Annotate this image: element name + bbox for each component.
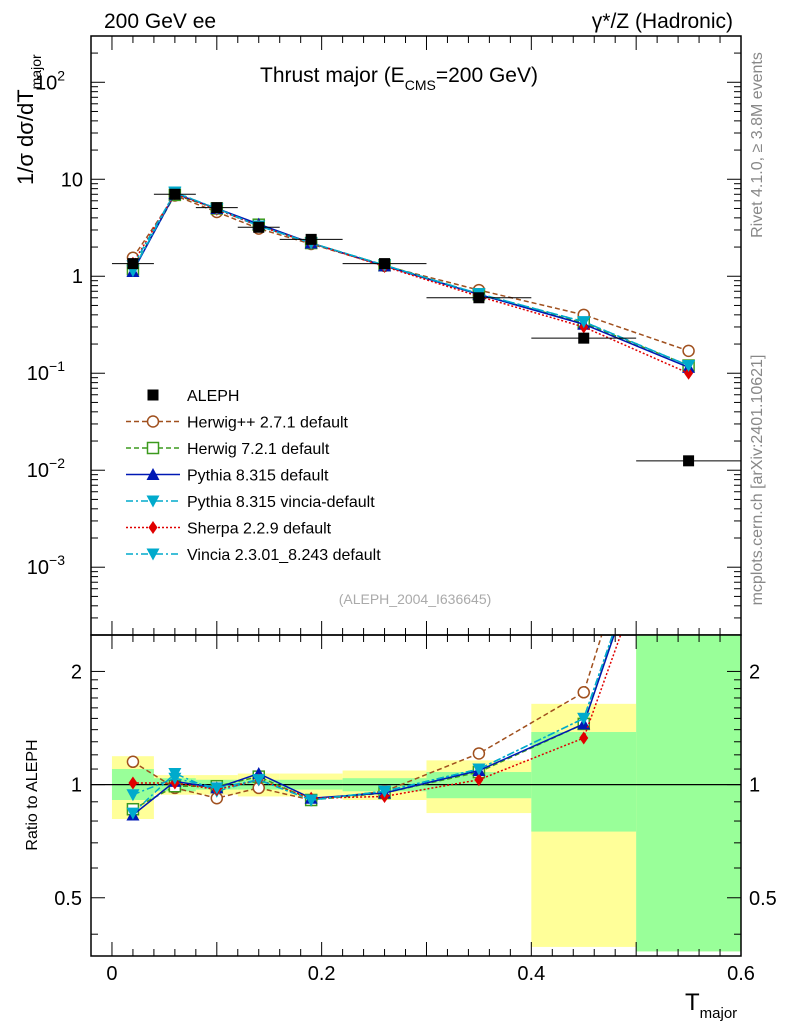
- ratio-series-point: [126, 807, 140, 820]
- legend-label: Vincia 2.3.01_8.243 default: [187, 547, 381, 564]
- ratio-y-tick-label: 2: [71, 661, 82, 683]
- legend-label: Sherpa 2.2.9 default: [187, 521, 332, 538]
- x-tick-label: 0: [106, 963, 117, 985]
- ratio-y-tick-label-right: 2: [749, 661, 760, 683]
- main-x-ticks: [111, 36, 742, 635]
- ratio-series-point: [126, 789, 140, 802]
- main-y-tick-label: 10−3: [27, 552, 65, 579]
- data-point: [305, 233, 317, 245]
- main-y-axis: 102 10 1 10−1 10−2 10−3: [27, 35, 741, 636]
- ratio-y-tick-label: 0.5: [54, 888, 82, 910]
- ratio-series-point: [128, 776, 138, 790]
- ratio-series-point: [577, 712, 591, 725]
- data-point: [473, 292, 485, 304]
- rivet-label: Rivet 4.1.0, ≥ 3.8M events: [749, 52, 766, 238]
- main-y-tick-label: 102: [35, 67, 65, 94]
- ratio-series-inner: [126, 635, 622, 821]
- ratio-series-point: [474, 773, 484, 787]
- data-point: [169, 188, 181, 200]
- main-series-line: [132, 193, 689, 367]
- data-point: [578, 332, 590, 344]
- ratio-series-point: [304, 794, 318, 807]
- legend-marker: [146, 548, 160, 561]
- ratio-series-point: [252, 774, 266, 787]
- ratio-series-point: [168, 772, 182, 785]
- main-y-tick-label: 1: [72, 266, 83, 288]
- main-data-group: [111, 188, 741, 467]
- legend-marker: [146, 441, 160, 455]
- legend-marker: [146, 495, 160, 508]
- main-y-tick-label: 10: [61, 169, 83, 191]
- legend-label: Herwig 7.2.1 default: [187, 441, 330, 458]
- ratio-y-label: Ratio to ALEPH: [24, 739, 41, 850]
- main-y-label: 1/σ dσ/dTmajor: [13, 54, 44, 185]
- ratio-y-tick-label-right: 1: [749, 775, 760, 797]
- ratio-series-point: [126, 755, 140, 769]
- main-series-line: [132, 192, 689, 369]
- ratio-frame: [90, 634, 742, 957]
- ratio-series-point: [472, 747, 486, 760]
- ratio-series-point: [378, 785, 392, 798]
- x-axis-label: Tmajor: [685, 989, 737, 1022]
- data-point: [253, 221, 265, 233]
- header-left: 200 GeV ee: [104, 10, 216, 33]
- ratio-series-point: [472, 763, 486, 776]
- ratio-series-point: [579, 731, 589, 745]
- legend-marker: [146, 415, 160, 428]
- main-series-line: [132, 190, 689, 367]
- ratio-series-point: [210, 782, 224, 795]
- data-point: [211, 202, 223, 214]
- x-tick-label: 0.6: [727, 963, 755, 985]
- legend-marker: [148, 521, 158, 534]
- main-series-point: [684, 366, 694, 380]
- x-tick-label: 0.2: [308, 963, 336, 985]
- main-series-point: [577, 316, 591, 329]
- legend-label: Herwig++ 2.7.1 default: [187, 415, 349, 432]
- ratio-series-line: [132, 635, 622, 799]
- x-tick-label: 0.4: [517, 963, 545, 985]
- ratio-y-tick-label: 1: [71, 775, 82, 797]
- main-series-point: [682, 360, 696, 373]
- analysis-watermark: (ALEPH_2004_I636645): [339, 591, 492, 607]
- data-point: [127, 258, 139, 270]
- data-point: [683, 455, 695, 467]
- legend-marker: [146, 468, 160, 480]
- main-y-tick-label: 10−1: [27, 358, 65, 385]
- ratio-stat-band: [531, 732, 637, 832]
- mcplots-label: mcplots.cern.ch [arXiv:2401.10621]: [749, 355, 766, 606]
- legend-label: Pythia 8.315 default: [187, 468, 329, 485]
- ratio-y-tick-label-right: 0.5: [749, 888, 777, 910]
- ratio-series-group: [126, 635, 622, 821]
- legend-label-data: ALEPH: [187, 388, 239, 405]
- ratio-stat-band: [636, 635, 741, 952]
- main-series-group: [126, 186, 696, 380]
- data-point: [379, 258, 391, 270]
- legend-marker-data: [147, 389, 159, 401]
- main-series-line: [132, 191, 689, 367]
- main-y-tick-label: 10−2: [27, 455, 65, 482]
- main-series-point: [682, 344, 695, 358]
- ratio-axes: 2 2 1 1 0.5 0.5 0 0.2 0.4 0.6: [54, 635, 777, 985]
- main-series-line: [132, 192, 689, 374]
- ratio-bands: [91, 635, 741, 952]
- legend: ALEPH Herwig++ 2.7.1 default Herwig 7.2.1 …: [126, 388, 381, 564]
- ratio-series-line: [132, 635, 614, 801]
- ratio-series-point: [577, 686, 590, 699]
- header-right: γ*/Z (Hadronic): [592, 10, 733, 33]
- legend-label: Pythia 8.315 vincia-default: [187, 494, 375, 511]
- main-title: Thrust major (ECMS=200 GeV): [260, 64, 538, 93]
